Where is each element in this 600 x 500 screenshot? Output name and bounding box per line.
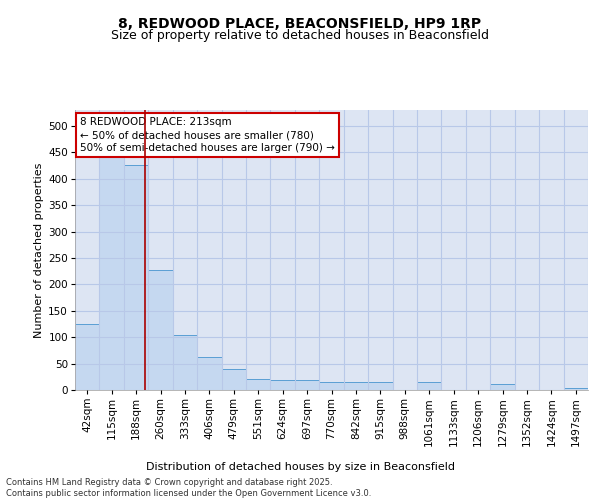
Bar [246, 380, 271, 390]
Text: Distribution of detached houses by size in Beaconsfield: Distribution of detached houses by size … [146, 462, 455, 472]
Bar [344, 382, 368, 390]
Bar [271, 380, 295, 390]
Bar [221, 369, 246, 390]
Bar [75, 324, 100, 390]
Bar [173, 334, 197, 390]
Bar [319, 382, 344, 390]
Text: Size of property relative to detached houses in Beaconsfield: Size of property relative to detached ho… [111, 29, 489, 42]
Text: 8, REDWOOD PLACE, BEACONSFIELD, HP9 1RP: 8, REDWOOD PLACE, BEACONSFIELD, HP9 1RP [118, 18, 482, 32]
Bar [417, 382, 442, 390]
Text: Contains HM Land Registry data © Crown copyright and database right 2025.
Contai: Contains HM Land Registry data © Crown c… [6, 478, 371, 498]
Bar [124, 166, 148, 390]
Bar [368, 382, 392, 390]
Y-axis label: Number of detached properties: Number of detached properties [34, 162, 44, 338]
Bar [563, 388, 588, 390]
Bar [490, 384, 515, 390]
Text: 8 REDWOOD PLACE: 213sqm
← 50% of detached houses are smaller (780)
50% of semi-d: 8 REDWOOD PLACE: 213sqm ← 50% of detache… [80, 117, 335, 154]
Bar [148, 270, 173, 390]
Bar [295, 380, 319, 390]
Bar [197, 357, 221, 390]
Bar [100, 131, 124, 390]
